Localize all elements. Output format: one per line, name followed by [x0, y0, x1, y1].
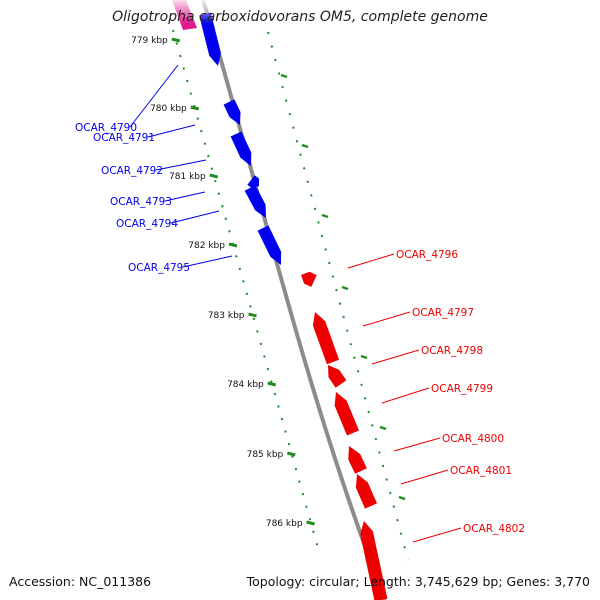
- outer-dotted-track: [267, 31, 409, 561]
- tick-label: 785 kbp: [247, 450, 284, 460]
- gene-label-forward[interactable]: OCAR_4794: [116, 218, 178, 230]
- gene-label-forward[interactable]: OCAR_4795: [128, 262, 190, 274]
- tick-label: 783 kbp: [208, 311, 245, 321]
- gene-leader-line: [362, 311, 411, 327]
- reverse-gene-arrow[interactable]: [312, 312, 340, 365]
- gene-label-reverse[interactable]: OCAR_4800: [442, 433, 504, 445]
- genome-title: Oligotropha carboxidovorans OM5, complet…: [112, 9, 488, 25]
- reverse-gene-arrow[interactable]: [360, 521, 388, 600]
- gene-leader-line: [182, 255, 233, 268]
- gene-leader-line: [147, 124, 196, 138]
- topology-info: Topology: circular; Length: 3,745,629 bp…: [246, 574, 590, 589]
- forward-gene-arrow[interactable]: [223, 99, 241, 125]
- gene-leader-line: [164, 191, 206, 202]
- outer-tick-mark: [360, 354, 368, 360]
- tick-mark: [267, 381, 277, 387]
- tick-label: 784 kbp: [227, 380, 264, 390]
- gene-leader-line: [393, 437, 441, 452]
- tick-mark: [248, 312, 257, 318]
- tick-label: 780 kbp: [150, 104, 187, 114]
- outer-tick-mark: [379, 425, 387, 431]
- gene-label-reverse[interactable]: OCAR_4802: [463, 523, 525, 535]
- tick-mark: [209, 173, 219, 179]
- forward-gene-arrow[interactable]: [257, 225, 282, 265]
- gene-label-forward[interactable]: OCAR_4791: [93, 132, 155, 144]
- forward-gene-arrow[interactable]: [247, 175, 259, 189]
- reverse-gene-arrow[interactable]: [334, 392, 359, 436]
- gene-leader-line: [412, 527, 462, 543]
- tick-label: 779 kbp: [131, 36, 168, 46]
- tick-label: 781 kbp: [169, 172, 206, 182]
- gene-label-forward[interactable]: OCAR_4793: [110, 196, 172, 208]
- forward-gene-arrow[interactable]: [199, 12, 221, 67]
- gene-leader-line: [170, 210, 220, 224]
- genome-backbone: [201, 0, 387, 600]
- gene-leader-line: [347, 253, 395, 269]
- outer-tick-mark: [341, 285, 349, 291]
- gene-label-reverse[interactable]: OCAR_4801: [450, 465, 512, 477]
- tick-mark: [190, 105, 200, 111]
- gene-label-reverse[interactable]: OCAR_4797: [412, 307, 474, 319]
- tick-mark: [306, 520, 315, 526]
- accession-label: Accession: NC_011386: [9, 574, 152, 589]
- gene-leader-line: [400, 469, 449, 485]
- outer-tick-mark: [398, 495, 406, 501]
- gene-label-forward[interactable]: OCAR_4792: [101, 165, 163, 177]
- outer-tick-mark: [321, 213, 329, 219]
- forward-gene-arrow[interactable]: [244, 185, 266, 218]
- gene-leader-line: [381, 387, 430, 404]
- tick-label: 786 kbp: [266, 519, 303, 529]
- gene-leader-line: [155, 159, 207, 171]
- gene-label-reverse[interactable]: OCAR_4799: [431, 383, 493, 395]
- gene-label-reverse[interactable]: OCAR_4796: [396, 249, 458, 261]
- gene-leader-line: [371, 349, 420, 365]
- tick-mark: [286, 451, 296, 457]
- tick-label: 782 kbp: [188, 241, 225, 251]
- reverse-gene-arrow[interactable]: [355, 474, 377, 509]
- tick-mark: [228, 242, 238, 248]
- outer-tick-mark: [301, 143, 309, 149]
- gene-leader-line: [129, 64, 179, 128]
- gene-label-forward[interactable]: OCAR_4790: [75, 122, 137, 134]
- tick-mark: [171, 37, 181, 43]
- forward-gene-arrow[interactable]: [230, 131, 252, 167]
- reverse-gene-arrow[interactable]: [348, 446, 367, 474]
- reverse-gene-arrow[interactable]: [328, 365, 347, 388]
- gene-label-reverse[interactable]: OCAR_4798: [421, 345, 483, 357]
- reverse-gene-arrow[interactable]: [301, 271, 317, 287]
- top-fade: [160, 0, 360, 24]
- outer-tick-mark: [280, 73, 288, 79]
